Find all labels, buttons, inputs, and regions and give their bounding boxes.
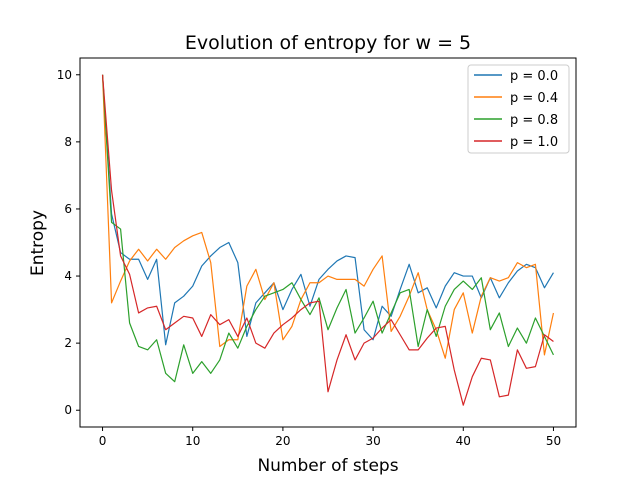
x-axis-ticks: 0 10 20 30 40 50	[99, 427, 561, 448]
legend-label-3: p = 1.0	[510, 135, 558, 150]
plot-frame	[79, 57, 577, 428]
y-axis-title: Entropy	[28, 210, 48, 276]
y-tick-label: 6	[64, 202, 72, 216]
legend-label-0: p = 0.0	[510, 69, 558, 84]
x-tick-label: 50	[546, 434, 561, 448]
chart-title: Evolution of entropy for w = 5	[185, 32, 471, 54]
x-tick-label: 20	[275, 434, 290, 448]
series-line-2	[101, 74, 554, 383]
y-tick-label: 10	[57, 68, 72, 82]
y-tick-label: 4	[64, 269, 72, 283]
x-axis-title: Number of steps	[257, 456, 398, 476]
legend-box	[467, 64, 570, 154]
plot-lines	[101, 74, 555, 406]
legend-label-1: p = 0.4	[510, 91, 558, 106]
x-tick-label: 10	[185, 434, 200, 448]
y-tick-label: 8	[64, 135, 72, 149]
y-axis-ticks: 0 2 4 6 8 10	[57, 68, 80, 417]
x-tick-label: 0	[99, 434, 107, 448]
x-tick-label: 30	[365, 434, 380, 448]
y-tick-label: 0	[64, 403, 72, 417]
series-line-3	[101, 74, 554, 406]
series-line-0	[101, 74, 554, 346]
series-line-1	[101, 74, 555, 359]
y-tick-label: 2	[64, 336, 72, 350]
legend-label-2: p = 0.8	[510, 113, 558, 128]
legend: p = 0.0 p = 0.4 p = 0.8 p = 1.0	[467, 64, 570, 154]
x-tick-label: 40	[456, 434, 471, 448]
